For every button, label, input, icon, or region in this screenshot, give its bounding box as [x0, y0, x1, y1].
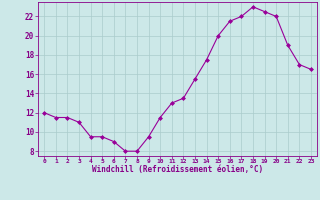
X-axis label: Windchill (Refroidissement éolien,°C): Windchill (Refroidissement éolien,°C)	[92, 165, 263, 174]
